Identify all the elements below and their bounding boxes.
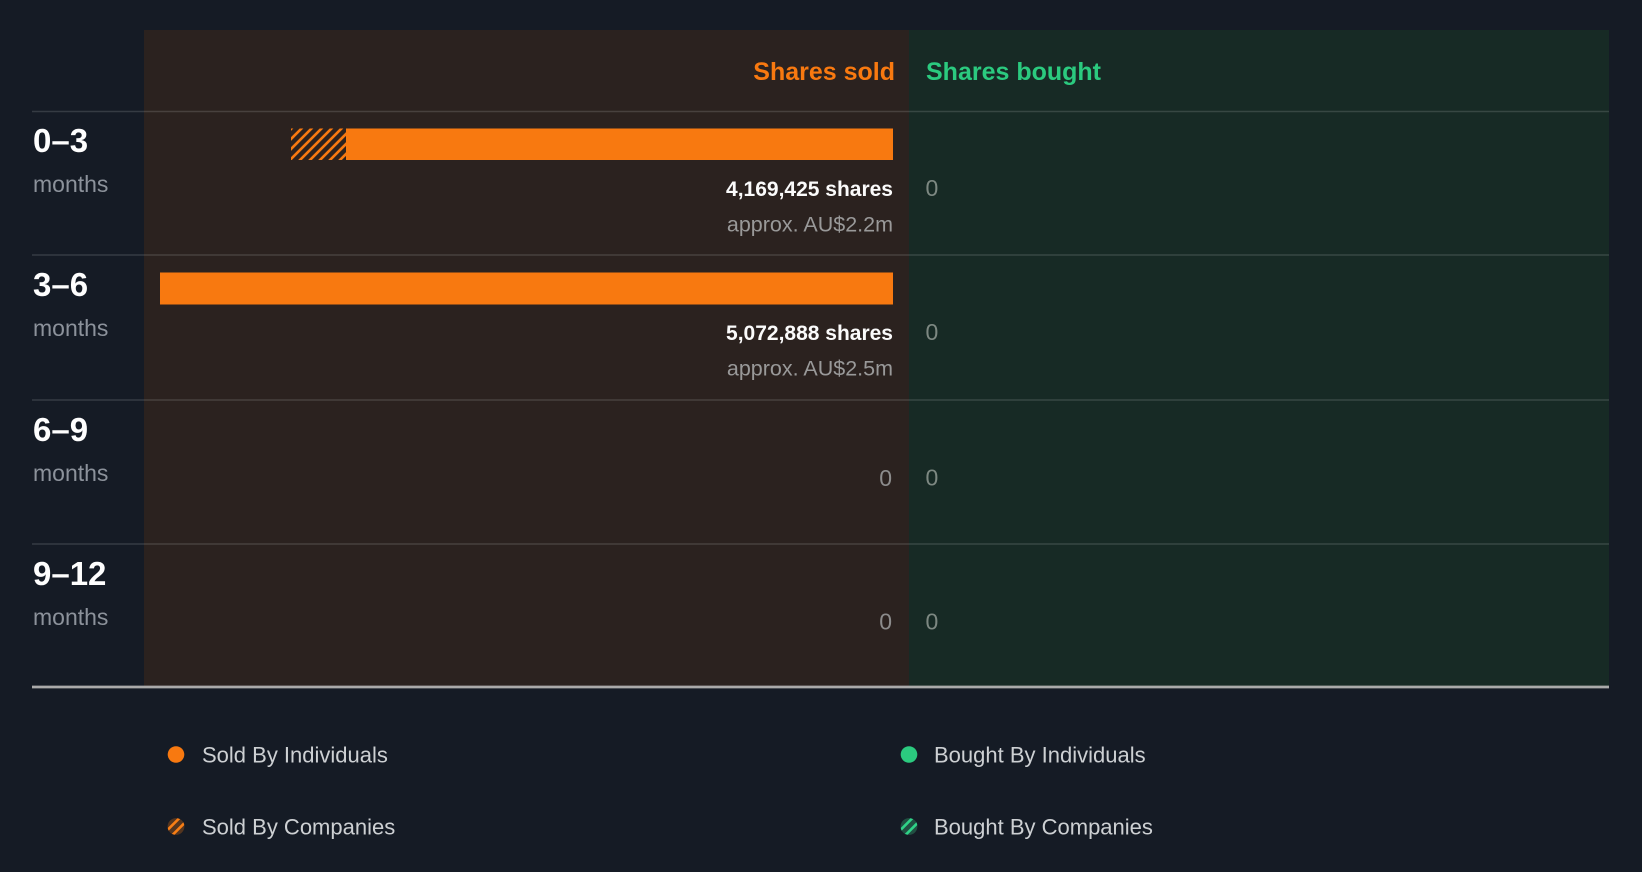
- svg-text:0: 0: [926, 609, 939, 635]
- svg-text:Sold By Companies: Sold By Companies: [202, 815, 395, 840]
- svg-text:Shares sold: Shares sold: [753, 58, 895, 86]
- svg-text:5,072,888 shares: 5,072,888 shares: [726, 322, 893, 345]
- svg-text:Bought By Companies: Bought By Companies: [934, 815, 1153, 840]
- svg-text:0–3: 0–3: [33, 122, 88, 159]
- svg-text:4,169,425 shares: 4,169,425 shares: [726, 178, 893, 201]
- svg-text:Shares bought: Shares bought: [926, 58, 1102, 86]
- svg-text:3–6: 3–6: [33, 266, 88, 303]
- svg-text:months: months: [33, 604, 108, 630]
- svg-text:approx. AU$2.5m: approx. AU$2.5m: [727, 357, 893, 381]
- svg-text:months: months: [33, 315, 108, 341]
- svg-text:6–9: 6–9: [33, 411, 88, 448]
- svg-text:9–12: 9–12: [33, 555, 106, 592]
- svg-text:0: 0: [926, 319, 939, 345]
- svg-text:months: months: [33, 460, 108, 486]
- svg-text:0: 0: [879, 609, 892, 635]
- svg-text:0: 0: [926, 175, 939, 201]
- svg-text:0: 0: [926, 465, 939, 491]
- svg-text:0: 0: [879, 465, 892, 491]
- svg-text:months: months: [33, 171, 108, 197]
- svg-text:Sold By Individuals: Sold By Individuals: [202, 743, 388, 768]
- svg-text:Bought By Individuals: Bought By Individuals: [934, 743, 1146, 768]
- svg-text:approx. AU$2.2m: approx. AU$2.2m: [727, 213, 893, 237]
